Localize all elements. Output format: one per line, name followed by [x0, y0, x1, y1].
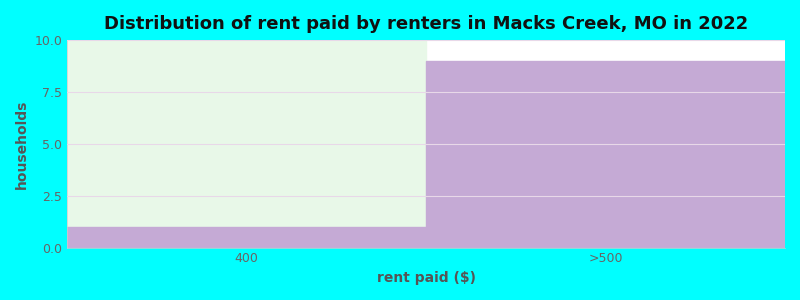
Y-axis label: households: households — [15, 99, 29, 188]
Title: Distribution of rent paid by renters in Macks Creek, MO in 2022: Distribution of rent paid by renters in … — [104, 15, 748, 33]
Bar — [426, 61, 785, 247]
Bar — [67, 40, 426, 248]
Bar — [67, 227, 426, 248]
X-axis label: rent paid ($): rent paid ($) — [377, 271, 476, 285]
